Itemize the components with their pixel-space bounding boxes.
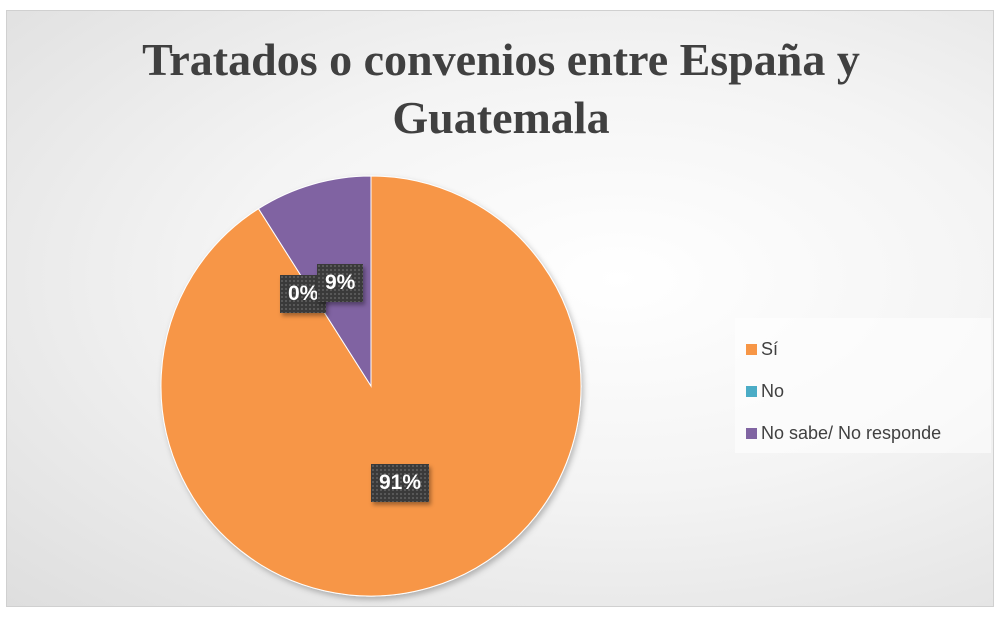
legend-swatch-si [746, 343, 757, 355]
chart-title-line-1: Tratados o convenios entre España y [142, 34, 860, 85]
legend-swatch-no [746, 385, 757, 397]
data-label-no-sabe: 9% [317, 264, 364, 302]
chart-title: Tratados o convenios entre España y Guat… [7, 31, 995, 147]
legend-label-no: No [761, 380, 785, 401]
legend-item-no-sabe: No sabe/ No responde [735, 412, 991, 454]
legend-label-no-sabe: No sabe/ No responde [761, 422, 942, 443]
legend-item-no: No [735, 370, 991, 412]
chart-title-line-2: Guatemala [392, 92, 610, 143]
legend-swatch-no-sabe [746, 427, 757, 439]
data-label-si: 91% [371, 464, 430, 502]
legend-label-si: Sí [761, 338, 779, 359]
legend-item-si: Sí [735, 328, 991, 370]
legend: Sí No No sabe/ No responde [735, 318, 991, 453]
pie-plot [160, 175, 582, 597]
chart-area: Tratados o convenios entre España y Guat… [6, 10, 994, 607]
